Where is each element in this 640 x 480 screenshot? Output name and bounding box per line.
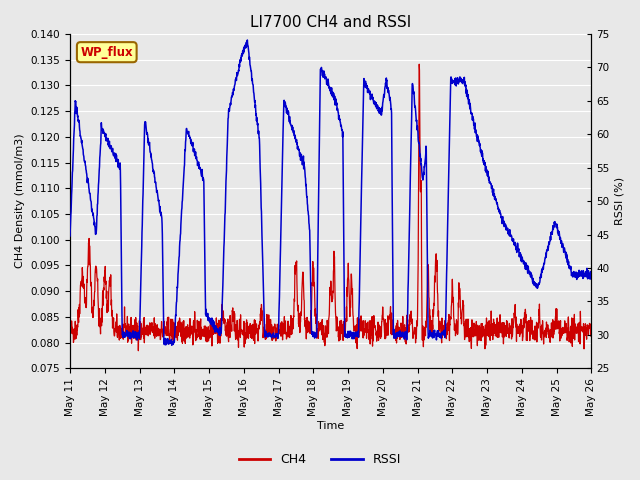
Legend: CH4, RSSI: CH4, RSSI (234, 448, 406, 471)
Y-axis label: RSSI (%): RSSI (%) (615, 177, 625, 225)
Y-axis label: CH4 Density (mmol/m3): CH4 Density (mmol/m3) (15, 134, 25, 268)
Text: WP_flux: WP_flux (81, 46, 133, 59)
X-axis label: Time: Time (317, 421, 344, 432)
Title: LI7700 CH4 and RSSI: LI7700 CH4 and RSSI (250, 15, 412, 30)
